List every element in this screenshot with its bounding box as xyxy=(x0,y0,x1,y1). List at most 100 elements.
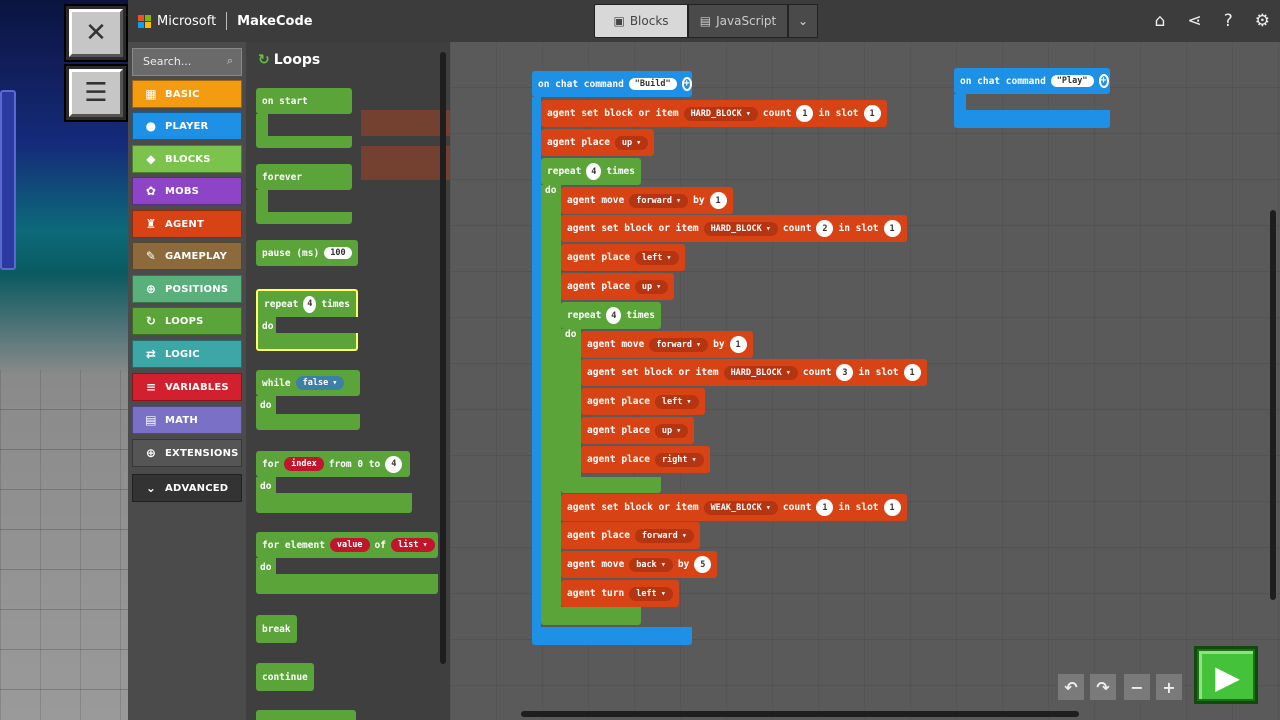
agent-turn-left[interactable]: agent turn left ▾ xyxy=(561,580,679,607)
undo-button[interactable]: ↶ xyxy=(1056,672,1086,702)
agent-set-block-1[interactable]: agent set block or item HARD_BLOCK ▾ count 1… xyxy=(541,100,887,127)
flyout-scrollbar[interactable] xyxy=(440,52,446,664)
settings-icon[interactable]: ⚙ xyxy=(1254,11,1270,31)
item-dropdown[interactable]: HARD_BLOCK ▾ xyxy=(683,106,758,121)
search-input[interactable]: Search... ⌕ xyxy=(132,48,242,76)
agent-place-left-2[interactable]: agent place left ▾ xyxy=(581,388,705,415)
for-element-var[interactable]: value xyxy=(329,538,370,552)
item-dropdown[interactable]: HARD_BLOCK ▾ xyxy=(703,221,778,236)
share-icon[interactable]: ⋖ xyxy=(1187,11,1202,31)
menu-button[interactable]: ☰ xyxy=(64,64,128,122)
slot-value[interactable]: 1 xyxy=(883,220,901,237)
count-value[interactable]: 3 xyxy=(836,364,854,381)
direction-dropdown[interactable]: up ▾ xyxy=(634,279,669,294)
for-element-block[interactable]: for element value of list ▾ xyxy=(256,532,438,558)
category-math[interactable]: ▤ MATH xyxy=(132,406,242,434)
repeat-block[interactable]: repeat 4 times xyxy=(256,289,358,317)
count-value[interactable]: 1 xyxy=(796,105,814,122)
category-advanced[interactable]: ⌄ ADVANCED xyxy=(132,474,242,502)
category-extensions[interactable]: ⊕ EXTENSIONS xyxy=(132,439,242,467)
tab-javascript[interactable]: ▤ JavaScript xyxy=(688,4,788,38)
agent-place-forward[interactable]: agent place forward ▾ xyxy=(561,522,700,549)
direction-dropdown[interactable]: up ▾ xyxy=(654,423,689,438)
tab-blocks[interactable]: ▣ Blocks xyxy=(594,4,688,38)
category-loops[interactable]: ↻ LOOPS xyxy=(132,307,242,335)
category-basic[interactable]: ▦ BASIC xyxy=(132,80,242,108)
category-logic[interactable]: ⇄ LOGIC xyxy=(132,340,242,368)
repeat-value[interactable]: 4 xyxy=(586,163,602,180)
for-var[interactable]: index xyxy=(284,457,324,471)
category-variables[interactable]: ≡ VARIABLES xyxy=(132,373,242,401)
count-value[interactable]: 2 xyxy=(816,220,834,237)
direction-dropdown[interactable]: right ▾ xyxy=(654,452,704,467)
for-element-of-label: of xyxy=(374,539,386,551)
while-block[interactable]: while false ▾ xyxy=(256,370,360,396)
agent-move-forward-1[interactable]: agent move forward ▾ by 1 xyxy=(561,187,733,214)
agent-set-block-3[interactable]: agent set block or item HARD_BLOCK ▾ count 3… xyxy=(581,359,927,386)
move-value[interactable]: 5 xyxy=(694,556,712,573)
play-button[interactable]: ▶ xyxy=(1194,646,1258,704)
agent-move-back[interactable]: agent move back ▾ by 5 xyxy=(561,551,718,578)
repeat-value[interactable]: 4 xyxy=(303,295,317,313)
category-player[interactable]: ● PLAYER xyxy=(132,112,242,140)
item-dropdown[interactable]: WEAK_BLOCK ▾ xyxy=(703,500,778,515)
pause-value[interactable]: 100 xyxy=(324,247,352,259)
for-block[interactable]: for index from 0 to 4 xyxy=(256,451,410,477)
direction-dropdown[interactable]: forward ▾ xyxy=(649,337,709,352)
agent-place-left-1[interactable]: agent place left ▾ xyxy=(561,244,685,271)
agent-set-block-4[interactable]: agent set block or item WEAK_BLOCK ▾ count 1… xyxy=(561,494,907,521)
repeat-inner-block[interactable]: repeat 4 times xyxy=(561,302,661,329)
zoom-out-button[interactable]: − xyxy=(1122,672,1152,702)
slot-value[interactable]: 1 xyxy=(863,105,881,122)
redo-button[interactable]: ↷ xyxy=(1088,672,1118,702)
direction-dropdown[interactable]: forward ▾ xyxy=(634,528,694,543)
forever-block[interactable]: forever xyxy=(256,164,352,190)
command-build-value[interactable]: "Build" xyxy=(628,78,677,90)
direction-dropdown[interactable]: back ▾ xyxy=(629,557,673,572)
continue-block[interactable]: continue xyxy=(256,663,314,691)
tab-dropdown-button[interactable]: ⌄ xyxy=(788,4,818,38)
category-agent[interactable]: ♜ AGENT xyxy=(132,210,242,238)
agent-place-up-block[interactable]: agent place up ▾ xyxy=(541,129,655,156)
chat-command-build-block[interactable]: on chat command "Build" + xyxy=(532,71,692,97)
add-parameter-icon[interactable]: + xyxy=(681,77,692,91)
agent-place-up-1[interactable]: agent place up ▾ xyxy=(561,273,675,300)
category-gameplay[interactable]: ✎ GAMEPLAY xyxy=(132,242,242,270)
direction-dropdown[interactable]: left ▾ xyxy=(629,586,673,601)
move-value[interactable]: 1 xyxy=(729,336,747,353)
agent-set-block-2[interactable]: agent set block or item HARD_BLOCK ▾ count 2… xyxy=(561,215,907,242)
home-icon[interactable]: ⌂ xyxy=(1154,11,1166,31)
while-condition[interactable]: false ▾ xyxy=(295,376,345,390)
zoom-in-button[interactable]: + xyxy=(1154,672,1184,702)
direction-dropdown[interactable]: forward ▾ xyxy=(629,193,689,208)
chat-command-play-block[interactable]: on chat command "Play" + xyxy=(954,68,1110,94)
slot-value[interactable]: 1 xyxy=(883,499,901,516)
item-dropdown[interactable]: HARD_BLOCK ▾ xyxy=(723,365,798,380)
repeat-value[interactable]: 4 xyxy=(606,307,622,324)
for-element-list[interactable]: list ▾ xyxy=(390,538,435,552)
agent-place-up-2[interactable]: agent place up ▾ xyxy=(581,417,695,444)
slot-value[interactable]: 1 xyxy=(903,364,921,381)
agent-move-forward-2[interactable]: agent move forward ▾ by 1 xyxy=(581,331,753,358)
move-value[interactable]: 1 xyxy=(709,192,727,209)
pause-block[interactable]: pause (ms) 100 xyxy=(256,240,358,266)
direction-dropdown[interactable]: up ▾ xyxy=(614,135,649,150)
workspace-vertical-scrollbar[interactable] xyxy=(1270,210,1276,600)
for-value[interactable]: 4 xyxy=(385,455,403,473)
on-start-block[interactable]: on start xyxy=(256,88,352,114)
category-positions[interactable]: ⊕ POSITIONS xyxy=(132,275,242,303)
count-value[interactable]: 1 xyxy=(816,499,834,516)
help-icon[interactable]: ? xyxy=(1223,11,1233,31)
category-blocks[interactable]: ◆ BLOCKS xyxy=(132,145,242,173)
direction-dropdown[interactable]: left ▾ xyxy=(634,250,679,265)
close-button[interactable]: ✕ xyxy=(64,4,128,62)
category-mobs[interactable]: ✿ MOBS xyxy=(132,177,242,205)
command-play-value[interactable]: "Play" xyxy=(1050,75,1094,87)
repeat-outer-block[interactable]: repeat 4 times xyxy=(541,158,641,185)
editor-tabs: ▣ Blocks ▤ JavaScript ⌄ xyxy=(594,4,818,38)
break-block[interactable]: break xyxy=(256,615,297,643)
agent-place-right[interactable]: agent place right ▾ xyxy=(581,446,710,473)
workspace-horizontal-scrollbar[interactable] xyxy=(521,711,1079,717)
direction-dropdown[interactable]: left ▾ xyxy=(654,394,699,409)
add-parameter-icon[interactable]: + xyxy=(1098,74,1109,88)
